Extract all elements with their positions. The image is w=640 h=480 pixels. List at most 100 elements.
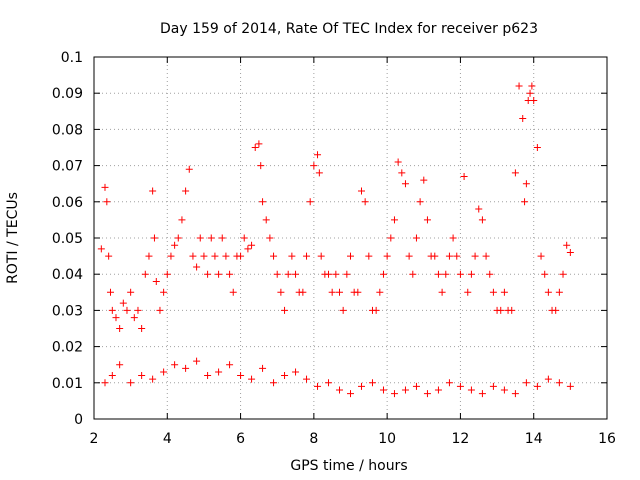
data-point <box>156 306 164 314</box>
data-point <box>347 390 354 398</box>
data-point <box>138 372 146 380</box>
data-point <box>288 252 296 260</box>
data-point <box>486 270 494 278</box>
data-point <box>467 386 475 394</box>
x-axis-label: GPS time / hours <box>290 458 407 474</box>
data-point <box>445 379 453 387</box>
data-point <box>204 372 212 380</box>
data-point <box>240 234 248 242</box>
data-point <box>405 252 413 260</box>
data-point <box>116 325 124 332</box>
data-point <box>537 252 545 260</box>
data-point <box>123 306 131 314</box>
data-point <box>420 176 428 184</box>
data-point <box>511 390 519 398</box>
data-point <box>449 234 457 242</box>
data-point <box>314 151 322 159</box>
data-point <box>266 234 274 242</box>
data-point <box>215 270 223 278</box>
data-point <box>178 216 186 224</box>
data-point <box>541 270 549 278</box>
data-point <box>182 364 190 372</box>
data-point <box>390 216 398 224</box>
y-axis-label: ROTI / TECUs <box>5 192 21 284</box>
data-point <box>226 361 234 369</box>
data-point <box>528 82 536 90</box>
data-point <box>281 372 289 380</box>
data-point <box>310 162 318 170</box>
data-point <box>482 252 490 260</box>
data-point <box>416 198 424 206</box>
y-tick-label: 0.05 <box>52 231 83 247</box>
data-point <box>317 252 325 260</box>
data-point <box>270 252 278 260</box>
data-point <box>500 386 508 394</box>
data-point <box>101 183 109 191</box>
data-point <box>336 288 344 296</box>
data-point <box>357 187 365 195</box>
y-tick-label: 0.07 <box>52 159 83 175</box>
data-point <box>328 288 336 296</box>
axes: 2 4 6 8 10 12 14 16 0 0.01 0.02 0.03 0.04 0.05 0.06 0.0… <box>52 50 616 447</box>
data-point <box>423 390 431 398</box>
data-point <box>508 306 516 314</box>
data-point <box>108 372 116 380</box>
data-point <box>248 375 256 383</box>
data-point <box>555 288 563 296</box>
data-point <box>471 252 479 260</box>
data-point <box>409 270 417 278</box>
data-point <box>354 288 362 296</box>
data-point <box>336 386 344 394</box>
data-point <box>141 270 149 278</box>
x-tick-label: 8 <box>309 431 318 447</box>
data-point <box>138 325 146 332</box>
data-point <box>218 234 226 242</box>
data-point <box>112 314 120 322</box>
data-point <box>106 288 114 296</box>
data-point <box>277 288 285 296</box>
data-point <box>497 306 505 314</box>
data-point <box>284 270 292 278</box>
y-tick-label: 0 <box>74 412 83 428</box>
data-point <box>314 382 322 390</box>
data-point <box>442 270 450 278</box>
data-point <box>303 375 311 383</box>
data-point <box>119 299 127 307</box>
data-point <box>171 241 179 249</box>
data-point <box>270 379 278 387</box>
x-tick-label: 16 <box>598 431 616 447</box>
data-point <box>97 245 105 253</box>
data-point <box>222 252 230 260</box>
data-point <box>398 169 406 177</box>
data-point <box>251 144 259 151</box>
data-point <box>152 277 160 285</box>
data-point <box>453 252 461 260</box>
data-point <box>456 270 464 278</box>
data-point <box>434 270 442 278</box>
data-point <box>387 234 395 242</box>
data-point <box>150 234 158 242</box>
data-point <box>445 252 453 260</box>
data-point <box>105 252 113 260</box>
x-tick-label: 4 <box>163 431 172 447</box>
data-point <box>559 270 567 278</box>
y-tick-label: 0.06 <box>52 195 83 211</box>
data-point <box>149 375 157 383</box>
data-point <box>259 198 267 206</box>
data-point <box>315 169 323 177</box>
data-point <box>299 288 307 296</box>
data-point <box>563 241 571 249</box>
data-point <box>257 162 265 170</box>
data-point <box>519 115 527 123</box>
data-point <box>522 379 530 387</box>
data-point <box>182 187 190 195</box>
data-point <box>478 216 486 224</box>
data-point <box>303 252 311 260</box>
data-point <box>108 306 116 314</box>
data-point <box>379 386 387 394</box>
data-point <box>533 144 541 151</box>
y-tick-label: 0.01 <box>52 376 83 392</box>
data-point <box>401 386 409 394</box>
data-point <box>401 180 409 188</box>
data-point <box>566 382 574 390</box>
